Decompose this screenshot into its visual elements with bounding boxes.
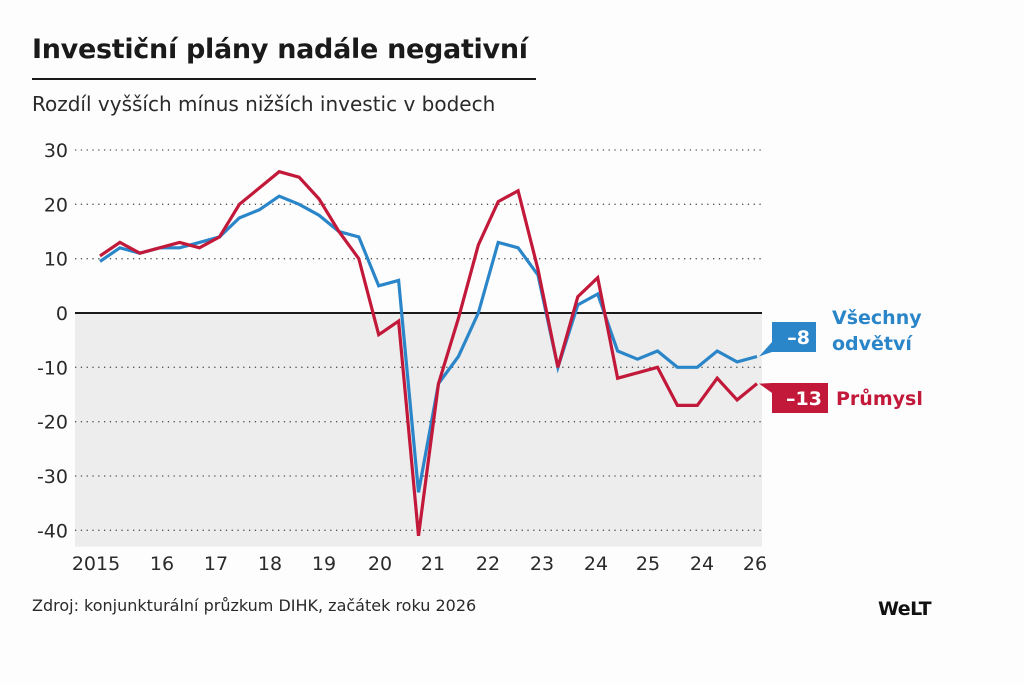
welt-logo: WeLT [878,598,932,620]
x-axis: 2015 16 17 18 19 20 21 22 23 24 25 24 26 [72,553,767,575]
x-tick-label: 24 [690,553,714,575]
legend-industry: –13 Průmysl [759,383,923,413]
x-tick-label: 24 [584,553,608,575]
badge-pointer [759,342,772,357]
y-tick-label: -10 [37,357,68,379]
y-axis: 30 20 10 0 -10 -20 -30 -40 [37,140,68,542]
series-name: odvětví [832,333,913,355]
y-tick-label: 30 [44,140,68,162]
plot-background [75,313,762,547]
value-badge [772,322,816,352]
x-tick-label: 16 [150,553,174,575]
series-lines [99,169,759,537]
y-tick-label: 10 [44,249,68,271]
x-tick-label: 26 [743,553,767,575]
x-tick-label: 18 [258,553,282,575]
legend: –8 Všechny odvětví –13 Průmysl [759,307,923,413]
x-tick-label: 25 [636,553,660,575]
last-value-label: –13 [786,388,822,410]
series-name: Všechny [832,307,922,329]
series-line-all-sectors [99,194,758,493]
x-tick-label: 2015 [72,553,120,575]
chart-title: Investiční plány nadále negativní [32,34,528,65]
value-badge [772,383,828,413]
x-tick-label: 17 [204,553,228,575]
x-tick-label: 22 [476,553,500,575]
x-tick-label: 19 [312,553,336,575]
y-tick-label: -20 [37,412,68,434]
legend-all-sectors: –8 Všechny odvětví [759,307,922,357]
chart-subtitle: Rozdíl vyšších mínus nižších investic v … [32,92,496,116]
series-name: Průmysl [836,387,923,410]
negative-area [75,313,762,547]
y-tick-label: -40 [37,520,68,542]
x-tick-label: 21 [421,553,445,575]
y-tick-label: 20 [44,194,68,216]
y-tick-label: -30 [37,466,68,488]
series-line-industry [99,169,759,537]
title-divider [32,78,536,80]
x-tick-label: 20 [368,553,392,575]
last-value-label: –8 [787,327,810,349]
y-tick-label: 0 [56,303,68,325]
source-note: Zdroj: konjunkturální průzkum DIHK, začá… [32,596,477,615]
x-tick-label: 23 [530,553,554,575]
badge-pointer [759,383,772,393]
